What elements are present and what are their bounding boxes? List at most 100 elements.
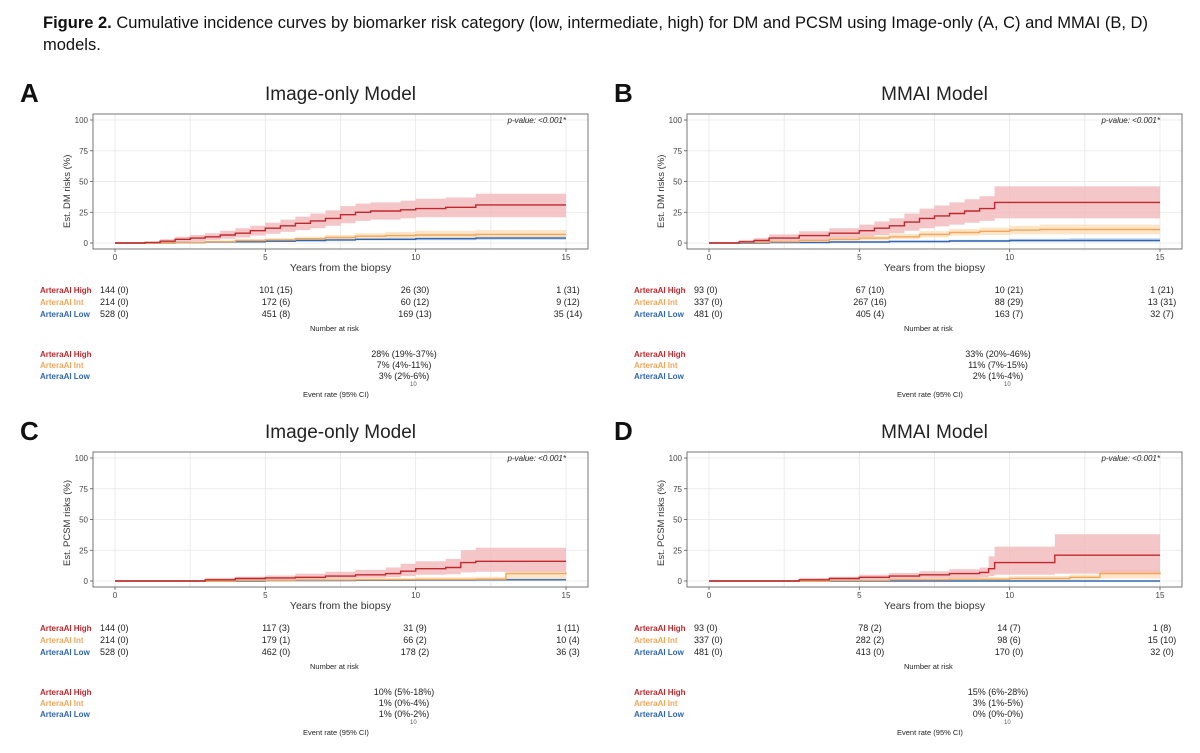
- x-tick-label: 10: [1005, 253, 1014, 262]
- risk-table-cell: 35 (14): [553, 309, 583, 319]
- y-tick-label: 100: [75, 454, 89, 463]
- x-tick-label: 15: [562, 591, 571, 600]
- risk-table-cell: 144 (0): [100, 285, 129, 295]
- event-axis-tick: 10: [410, 720, 417, 726]
- ci-band-high: [709, 534, 1160, 581]
- cumulative-incidence-plot: 0 25 50 75 100 0 5 10 15 p-value: <0.001*: [669, 113, 1183, 262]
- x-tick-label: 0: [707, 253, 712, 262]
- risk-table-cell: 93 (0): [694, 285, 718, 295]
- risk-table-cell: 9 (12): [556, 297, 580, 307]
- risk-row-label: ArteraAI Int: [40, 298, 84, 307]
- risk-table-cell: 179 (1): [261, 635, 291, 645]
- risk-table-cell: 267 (16): [853, 297, 887, 307]
- p-value: p-value: <0.001*: [507, 454, 567, 463]
- risk-table-cell: 67 (10): [855, 285, 885, 295]
- risk-table-cell: 1 (31): [556, 285, 580, 295]
- y-tick-label: 75: [79, 485, 88, 494]
- risk-table-cell: 15 (10): [1147, 635, 1177, 645]
- risk-table-cell: 528 (0): [100, 309, 129, 319]
- x-axis-label: Years from the biopsy: [883, 600, 986, 612]
- risk-table-cell: 163 (7): [994, 309, 1024, 319]
- risk-table-cell: 66 (2): [403, 635, 427, 645]
- y-tick-label: 0: [84, 239, 89, 248]
- risk-row-label: ArteraAI Int: [40, 636, 84, 645]
- x-tick-label: 0: [113, 591, 118, 600]
- risk-table-cell: 462 (0): [261, 647, 291, 657]
- risk-table-cell: 88 (29): [994, 297, 1024, 307]
- panel-c: C Image-only Model Est. PCSM risks (%) 0 25 5…: [20, 416, 610, 753]
- event-rate-title: Event rate (95% CI): [303, 728, 369, 737]
- risk-table-cell: 32 (7): [1150, 309, 1174, 319]
- caption-text: Cumulative incidence curves by biomarker…: [43, 14, 1148, 54]
- x-tick-label: 5: [263, 253, 268, 262]
- series-line-int: [115, 572, 567, 582]
- panel-letter: B: [614, 78, 633, 108]
- ci-band-int: [115, 571, 566, 581]
- risk-table-title: Number at risk: [904, 662, 953, 671]
- ci-band-int: [115, 229, 566, 243]
- x-tick-label: 15: [1156, 591, 1165, 600]
- caption-bold: Figure 2.: [43, 14, 112, 32]
- event-row-label: ArteraAI High: [40, 688, 92, 697]
- event-axis-tick: 10: [1004, 382, 1011, 388]
- event-rate-value: 11% (7%-15%): [968, 360, 1028, 370]
- panel-a: A Image-only Model Est. DM risks (%) 0 25 50 7…: [20, 78, 610, 415]
- risk-row-label: ArteraAI Low: [634, 648, 684, 657]
- series-line-high: [115, 204, 566, 244]
- panel-title: MMAI Model: [881, 84, 988, 105]
- event-row-label: ArteraAI Int: [634, 361, 678, 370]
- event-row-label: ArteraAI High: [634, 350, 686, 359]
- event-row-label: ArteraAI High: [40, 350, 92, 359]
- panel-d: D MMAI Model Est. PCSM risks (%) 0 25 50 75 100…: [614, 416, 1200, 753]
- event-rate-value: 15% (6%-28%): [967, 687, 1029, 697]
- x-tick-label: 5: [857, 591, 862, 600]
- series-line-high: [709, 201, 1160, 244]
- event-row-label: ArteraAI Low: [634, 372, 684, 381]
- panel-letter: C: [20, 416, 39, 446]
- y-tick-label: 25: [79, 546, 88, 555]
- y-tick-label: 75: [673, 485, 682, 494]
- risk-table-cell: 26 (30): [400, 285, 430, 295]
- risk-table-cell: 1 (11): [556, 623, 580, 633]
- event-rate-value: 1% (0%-4%): [378, 698, 430, 708]
- panel-title: MMAI Model: [881, 422, 988, 443]
- y-tick-label: 75: [79, 147, 88, 156]
- event-rate-value: 2% (1%-4%): [972, 371, 1024, 381]
- event-row-label: ArteraAI Int: [634, 699, 678, 708]
- event-rate-value: 3% (1%-5%): [972, 698, 1024, 708]
- risk-row-label: ArteraAI Int: [634, 636, 678, 645]
- x-tick-label: 10: [411, 253, 420, 262]
- y-tick-label: 50: [79, 178, 88, 187]
- risk-table-cell: 36 (3): [556, 647, 580, 657]
- risk-row-label: ArteraAI Int: [634, 298, 678, 307]
- risk-row-label: ArteraAI Low: [634, 310, 684, 319]
- risk-table-title: Number at risk: [310, 324, 359, 333]
- risk-row-label: ArteraAI High: [40, 624, 92, 633]
- risk-table-cell: 172 (6): [261, 297, 291, 307]
- y-tick-label: 25: [673, 208, 682, 217]
- risk-table-cell: 481 (0): [694, 309, 723, 319]
- risk-table-cell: 31 (9): [403, 623, 427, 633]
- event-rate-value: 3% (2%-6%): [378, 371, 430, 381]
- x-tick-label: 10: [411, 591, 420, 600]
- y-tick-label: 0: [678, 239, 683, 248]
- x-tick-label: 0: [113, 253, 118, 262]
- panel-title: Image-only Model: [264, 84, 417, 105]
- risk-table-cell: 78 (2): [858, 623, 882, 633]
- y-tick-label: 25: [673, 546, 682, 555]
- panel-letter: A: [20, 78, 39, 108]
- event-rate-value: 10% (5%-18%): [373, 687, 435, 697]
- series-line-int: [709, 228, 1160, 244]
- cumulative-incidence-plot: 0 25 50 75 100 0 5 10 15 p-value: <0.001*: [75, 451, 589, 600]
- x-tick-label: 10: [1005, 591, 1014, 600]
- series-line-high: [709, 554, 1160, 582]
- event-rate-title: Event rate (95% CI): [897, 390, 963, 399]
- risk-table-cell: 1 (21): [1150, 285, 1174, 295]
- risk-table-cell: 101 (15): [259, 285, 293, 295]
- panel-b: B MMAI Model Est. DM risks (%) 0 25 50 75 100 0 5…: [614, 78, 1200, 415]
- event-row-label: ArteraAI High: [634, 688, 686, 697]
- risk-table-cell: 528 (0): [100, 647, 129, 657]
- risk-row-label: ArteraAI Low: [40, 648, 90, 657]
- risk-table-cell: 451 (8): [261, 309, 291, 319]
- p-value: p-value: <0.001*: [1101, 116, 1161, 125]
